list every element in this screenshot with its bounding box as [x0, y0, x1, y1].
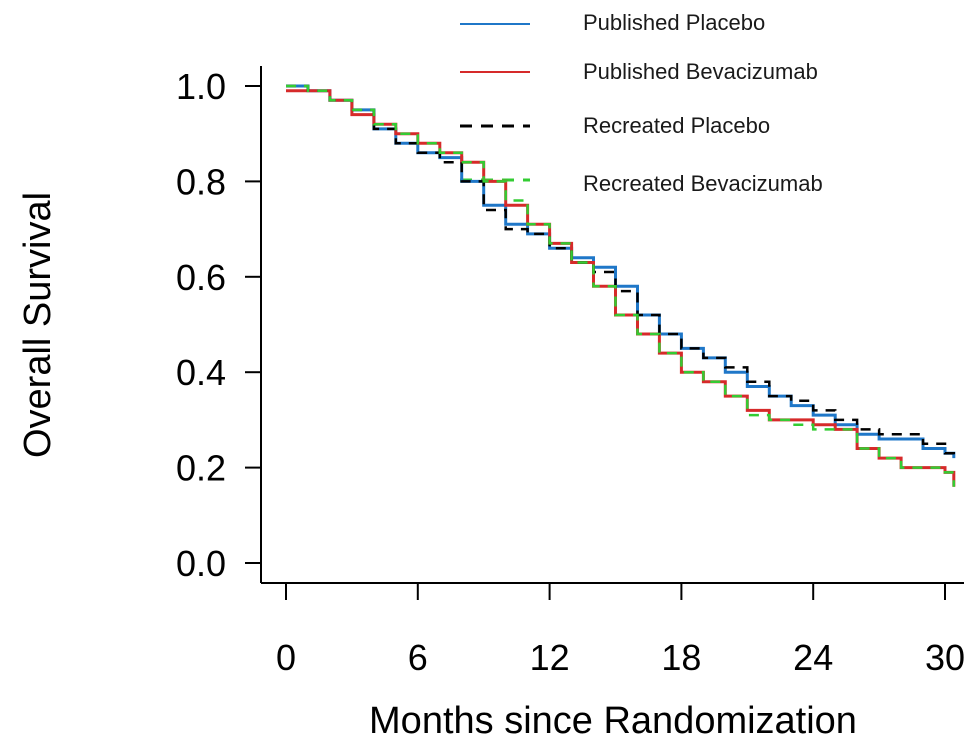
series-published-placebo	[286, 84, 956, 459]
y-axis-title: Overall Survival	[17, 192, 59, 458]
x-tick-label: 6	[408, 637, 428, 678]
y-tick-label: 1.0	[176, 66, 226, 107]
legend-label-published-bevacizumab: Published Bevacizumab	[583, 59, 818, 84]
y-axis-ticks: 0.0 0.2 0.4 0.6 0.8 1.0	[176, 66, 261, 584]
x-tick-label: 12	[530, 637, 570, 678]
y-tick-label: 0.2	[176, 448, 226, 489]
x-axis-title: Months since Randomization	[369, 700, 857, 740]
legend-label-recreated-bevacizumab: Recreated Bevacizumab	[583, 171, 823, 196]
x-tick-label: 18	[661, 637, 701, 678]
y-tick-label: 0.0	[176, 543, 226, 584]
legend-label-recreated-placebo: Recreated Placebo	[583, 113, 770, 138]
plot-lines	[286, 84, 956, 487]
series-recreated-placebo	[286, 84, 956, 459]
y-tick-label: 0.6	[176, 257, 226, 298]
y-tick-label: 0.8	[176, 161, 226, 202]
x-tick-label: 24	[793, 637, 833, 678]
y-tick-label: 0.4	[176, 352, 226, 393]
x-axis-ticks: 0 6 12 18 24 30	[276, 583, 965, 678]
x-tick-label: 30	[925, 637, 965, 678]
legend-label-published-placebo: Published Placebo	[583, 10, 765, 35]
series-recreated-bevacizumab	[286, 84, 956, 487]
legend: Published Placebo Published Bevacizumab …	[460, 10, 823, 196]
x-tick-label: 0	[276, 637, 296, 678]
series-published-bevacizumab	[286, 89, 956, 487]
